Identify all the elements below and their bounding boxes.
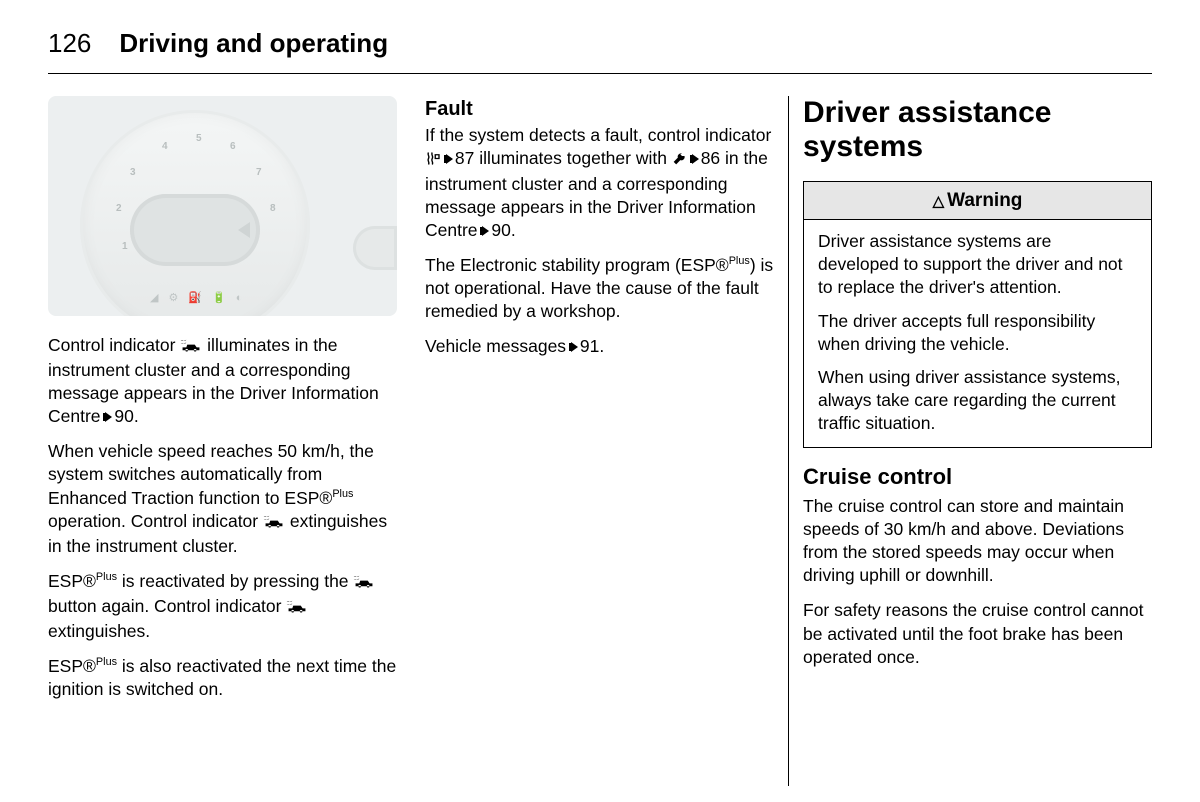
car-skid-icon: [263, 512, 285, 535]
gauge-center: [130, 194, 260, 266]
page-number: 126: [48, 28, 91, 59]
car-skid-icon: [286, 597, 308, 620]
warning-box-body: Driver assistance systems are developed …: [804, 220, 1151, 447]
sup: Plus: [729, 255, 750, 267]
dashboard-button-icon: [353, 226, 397, 270]
tick: 5: [196, 132, 202, 145]
warning-box-header: Warning: [804, 182, 1151, 220]
tick: 2: [116, 202, 122, 215]
page-ref: 86: [701, 148, 720, 168]
col3-para-2: For safety reasons the cruise control ca…: [803, 599, 1152, 668]
col1-para-2: When vehicle speed reaches 50 km/h, the …: [48, 440, 397, 557]
fault-heading: Fault: [425, 96, 774, 122]
text: If the system detects a fault, control i…: [425, 125, 771, 145]
page-ref-arrow-icon: [571, 336, 580, 356]
col1-para-4: ESP®Plus is also reactivated the next ti…: [48, 655, 397, 701]
column-1: 1 2 3 4 5 6 7 8 ◢⚙⛽🔋◐ Control indicator: [48, 96, 411, 786]
sup: Plus: [96, 656, 117, 668]
tick: 1: [122, 240, 128, 253]
page-ref-arrow-icon: [446, 148, 455, 168]
skid-icon: [425, 149, 441, 172]
wrench-icon: [672, 149, 687, 172]
column-3: Driver assistance systems Warning Driver…: [789, 96, 1152, 786]
sup: Plus: [332, 488, 353, 500]
column-2: Fault If the system detects a fault, con…: [411, 96, 789, 786]
text: When vehicle speed reaches 50 km/h, the …: [48, 441, 374, 507]
col2-para-2: The Electronic stability program (ESP®Pl…: [425, 254, 774, 323]
tick: 7: [256, 166, 262, 179]
tick: 4: [162, 140, 168, 153]
warning-para: Driver assistance systems are developed …: [818, 230, 1137, 299]
tachometer-gauge: 1 2 3 4 5 6 7 8 ◢⚙⛽🔋◐: [80, 110, 310, 316]
car-skid-icon: [180, 336, 202, 359]
tick: 3: [130, 166, 136, 179]
section-title: Driving and operating: [119, 28, 388, 59]
text: Control indicator: [48, 335, 180, 355]
text: ESP®: [48, 656, 96, 676]
content-columns: 1 2 3 4 5 6 7 8 ◢⚙⛽🔋◐ Control indicator: [48, 96, 1152, 786]
text: extinguishes.: [48, 621, 150, 641]
col2-para-1: If the system detects a fault, control i…: [425, 124, 774, 241]
col1-para-1: Control indicator illuminates in the ins…: [48, 334, 397, 428]
text: operation. Control indicator: [48, 511, 263, 531]
car-skid-icon: [353, 572, 375, 595]
driver-assistance-heading: Driver assistance systems: [803, 96, 1152, 163]
page-ref: 90.: [114, 406, 138, 426]
page-ref: 90.: [491, 220, 515, 240]
warning-title: Warning: [947, 190, 1022, 211]
text: The Electronic stability program (ESP®: [425, 255, 729, 275]
col3-para-1: The cruise control can store and maintai…: [803, 495, 1152, 587]
warning-triangle-icon: [933, 190, 948, 211]
instrument-cluster-image: 1 2 3 4 5 6 7 8 ◢⚙⛽🔋◐: [48, 96, 397, 316]
text: illuminates together with: [479, 148, 672, 168]
warning-lights-row: ◢⚙⛽🔋◐: [150, 291, 242, 306]
text: ESP®: [48, 571, 96, 591]
page-ref: 91.: [580, 336, 604, 356]
text: button again. Control indicator: [48, 596, 286, 616]
warning-para: The driver accepts full responsibility w…: [818, 310, 1137, 356]
gauge-arrow-left-icon: [238, 222, 250, 238]
page-header: 126 Driving and operating: [48, 28, 1152, 74]
warning-box: Warning Driver assistance systems are de…: [803, 181, 1152, 448]
tick: 6: [230, 140, 236, 153]
tick: 8: [270, 202, 276, 215]
col1-para-3: ESP®Plus is reactivated by pressing the …: [48, 570, 397, 643]
text: is reactivated by pressing the: [117, 571, 353, 591]
col2-para-3: Vehicle messages 91.: [425, 335, 774, 358]
cruise-control-heading: Cruise control: [803, 462, 1152, 491]
page-ref: 87: [455, 148, 474, 168]
text: Vehicle messages: [425, 336, 571, 356]
page-ref-arrow-icon: [692, 148, 701, 168]
warning-para: When using driver assistance systems, al…: [818, 366, 1137, 435]
sup: Plus: [96, 571, 117, 583]
